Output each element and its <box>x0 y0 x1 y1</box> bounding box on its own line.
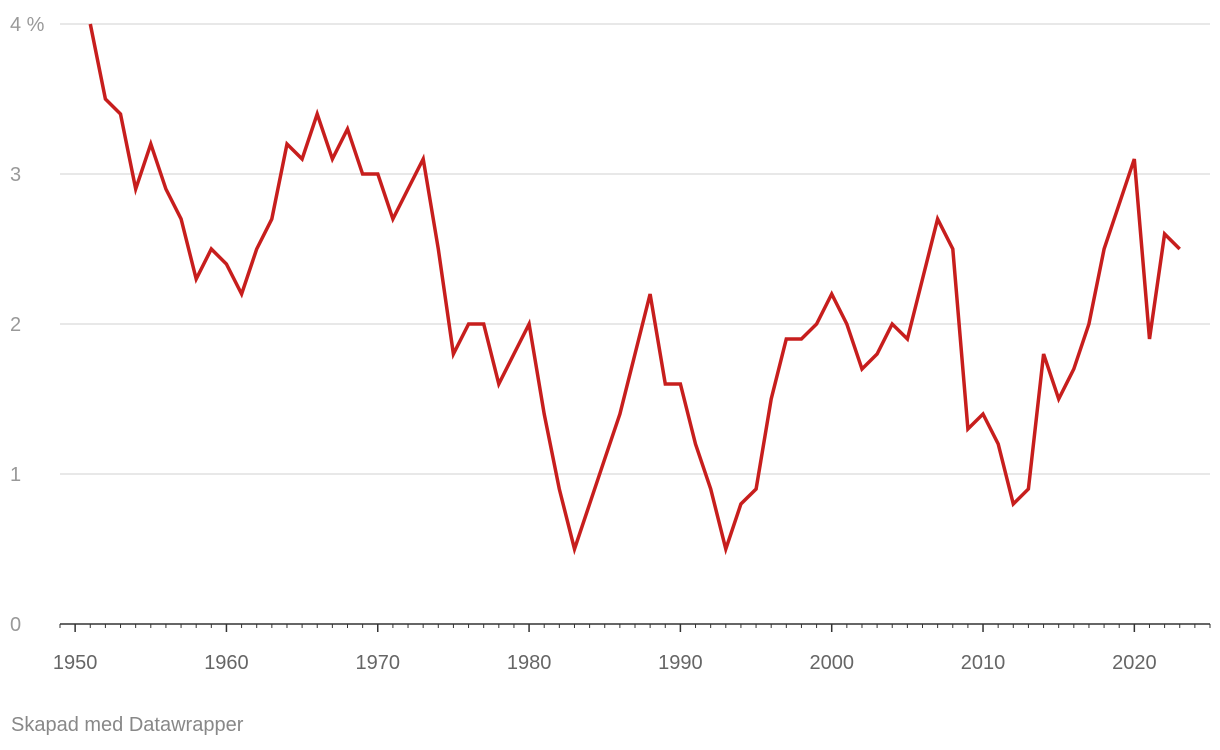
x-tick-label: 2010 <box>961 652 1006 674</box>
x-tick-label: 1990 <box>658 652 703 674</box>
x-tick-label: 1980 <box>507 652 552 674</box>
x-tick-label: 1960 <box>204 652 249 674</box>
x-tick-label: 2000 <box>809 652 854 674</box>
x-tick-label: 1950 <box>53 652 98 674</box>
footer-credit: Skapad med Datawrapper <box>11 714 244 736</box>
series-line <box>88 23 1181 556</box>
y-tick-label: 4 % <box>10 14 45 36</box>
y-tick-label: 0 <box>10 614 21 636</box>
y-tick-label: 3 <box>10 164 21 186</box>
x-tick-label: 2020 <box>1112 652 1157 674</box>
series-layer <box>88 23 1181 556</box>
y-tick-label: 1 <box>10 464 21 486</box>
x-axis: 1950 1960 1970 1980 1990 2000 2010 2020 <box>53 623 1211 674</box>
y-axis-ticks: 0 1 2 3 4 % <box>10 14 45 636</box>
y-tick-label: 2 <box>10 314 21 336</box>
x-tick-label: 1970 <box>356 652 401 674</box>
gridlines <box>60 23 1210 475</box>
